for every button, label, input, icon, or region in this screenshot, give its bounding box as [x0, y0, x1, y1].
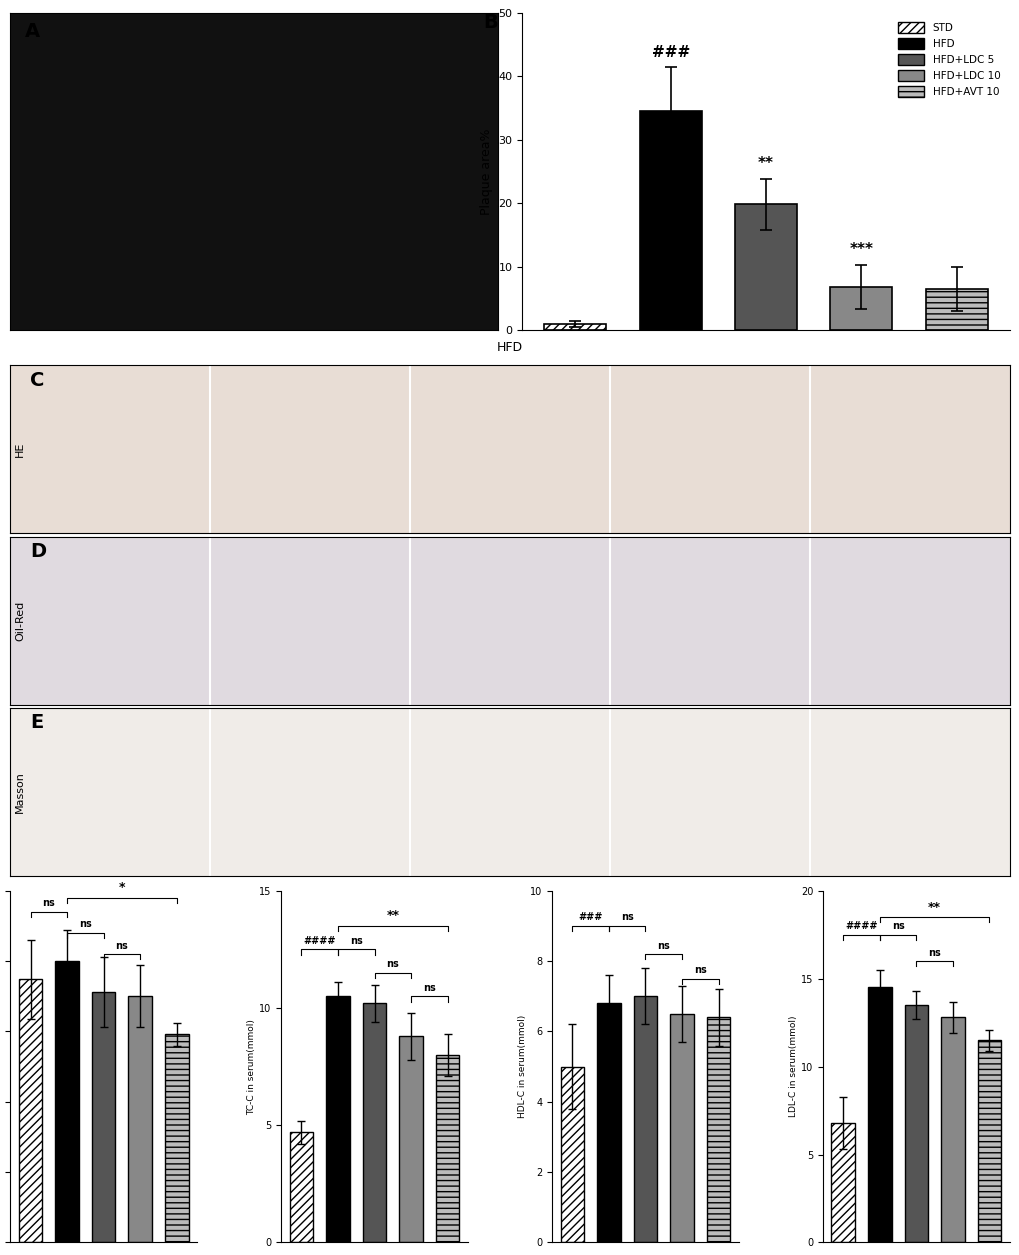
Bar	[560, 1067, 584, 1242]
Bar	[128, 996, 152, 1242]
Text: B: B	[483, 13, 497, 31]
Text: ns: ns	[891, 921, 904, 931]
Text: ns: ns	[693, 965, 706, 975]
Y-axis label: Plaque area%: Plaque area%	[479, 128, 492, 215]
Bar	[976, 1040, 1001, 1242]
Text: E: E	[31, 713, 44, 732]
Bar	[92, 991, 115, 1242]
Bar	[435, 1055, 459, 1242]
Text: D: D	[31, 542, 46, 561]
Bar	[669, 1014, 693, 1242]
Bar	[165, 1034, 189, 1242]
Bar	[904, 1005, 927, 1242]
Bar	[639, 110, 701, 330]
Bar	[363, 1003, 386, 1242]
Text: ns: ns	[656, 940, 669, 950]
Bar	[596, 1003, 621, 1242]
Text: **: **	[757, 157, 773, 172]
Bar	[925, 289, 986, 330]
Bar	[941, 1018, 964, 1242]
Bar	[867, 988, 891, 1242]
Text: A: A	[24, 23, 40, 41]
Text: Oil-Red: Oil-Red	[15, 601, 25, 641]
Bar	[829, 287, 892, 330]
Text: ns: ns	[350, 936, 363, 946]
Text: ns: ns	[927, 948, 941, 958]
Legend: STD, HFD, HFD+LDC 5, HFD+LDC 10, HFD+AVT 10: STD, HFD, HFD+LDC 5, HFD+LDC 10, HFD+AVT…	[894, 18, 1004, 102]
Bar	[18, 979, 43, 1242]
Text: ns: ns	[423, 983, 435, 993]
Text: ###: ###	[578, 912, 602, 922]
Bar	[735, 205, 796, 330]
Text: Masson: Masson	[15, 771, 25, 813]
Y-axis label: LDL-C in serum(mmol): LDL-C in serum(mmol)	[789, 1015, 797, 1117]
Y-axis label: HDL-C in serum(mmol): HDL-C in serum(mmol)	[518, 1015, 527, 1118]
Text: ####: ####	[304, 936, 335, 946]
Text: *: *	[118, 881, 125, 895]
Bar	[289, 1132, 313, 1242]
Text: C: C	[31, 370, 45, 389]
Text: ns: ns	[621, 912, 633, 922]
Bar	[706, 1018, 730, 1242]
Bar	[830, 1123, 854, 1242]
Text: ####: ####	[845, 921, 877, 931]
Text: ###: ###	[651, 45, 689, 60]
Text: HFD: HFD	[496, 341, 523, 354]
Bar	[544, 324, 605, 330]
Bar	[633, 996, 656, 1242]
Bar	[55, 961, 78, 1242]
Text: HE: HE	[15, 442, 25, 457]
Y-axis label: TC-C in serum(mmol): TC-C in serum(mmol)	[247, 1019, 256, 1114]
Bar	[398, 1037, 423, 1242]
Text: **: **	[386, 910, 398, 922]
Text: ns: ns	[78, 920, 92, 930]
Text: ns: ns	[43, 899, 55, 909]
Text: **: **	[927, 901, 941, 914]
Text: ns: ns	[115, 940, 128, 950]
Text: ***: ***	[849, 242, 872, 257]
Bar	[326, 996, 350, 1242]
Text: ns: ns	[386, 959, 398, 969]
